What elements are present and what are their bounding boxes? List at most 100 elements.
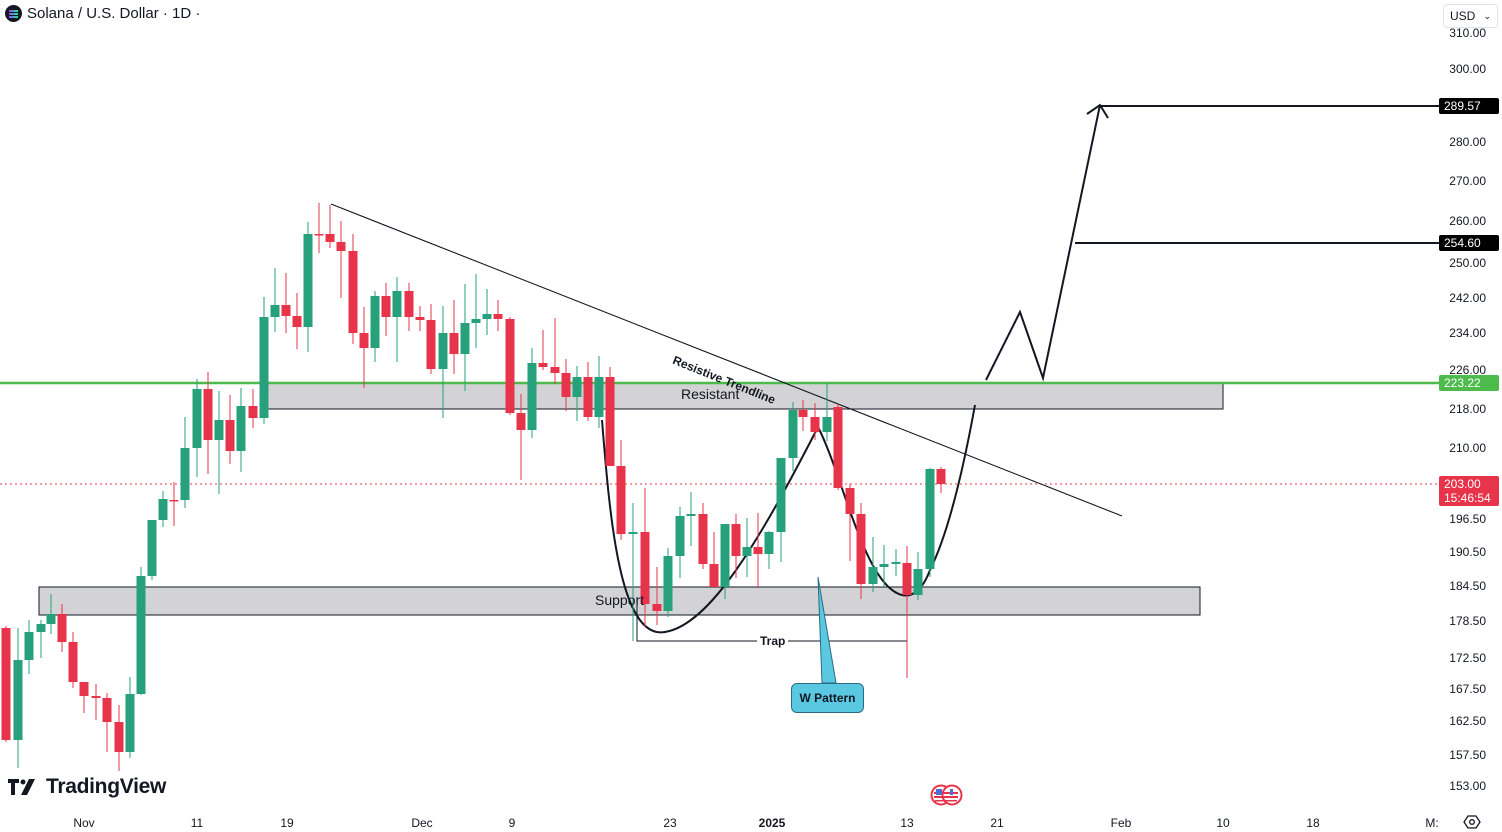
- candle: [891, 549, 901, 576]
- candle: [561, 359, 571, 411]
- candle: [102, 693, 112, 752]
- candle: [868, 537, 878, 592]
- candle: [57, 604, 67, 652]
- symbol-header[interactable]: Solana / U.S. Dollar · 1D ·: [5, 5, 200, 22]
- time-tick-label: M:: [1425, 816, 1439, 830]
- candle: [731, 514, 741, 578]
- w-pattern-callout[interactable]: W Pattern: [791, 683, 864, 713]
- tradingview-logo-text: TradingView: [46, 775, 167, 798]
- candle: [449, 300, 459, 374]
- economic-events-flags-icon[interactable]: [930, 784, 964, 806]
- price-tick-label: 218.00: [1449, 402, 1486, 416]
- candle: [788, 402, 798, 471]
- price-tick-label: 178.50: [1449, 614, 1486, 628]
- price-tick-label: 157.50: [1449, 748, 1486, 762]
- candle: [415, 306, 425, 331]
- current-price-value: 203.00: [1444, 477, 1481, 491]
- candle: [203, 372, 213, 474]
- price-tag: 223.22: [1439, 375, 1499, 391]
- time-tick-label: 21: [990, 816, 1004, 830]
- trap-label: Trap: [757, 634, 789, 648]
- price-tick-label: 242.00: [1449, 291, 1486, 305]
- candle: [605, 367, 615, 466]
- candle: [493, 300, 503, 331]
- price-tag: 254.60: [1439, 235, 1499, 251]
- candle: [259, 297, 269, 424]
- candle: [438, 306, 448, 418]
- price-tick-label: 172.50: [1449, 651, 1486, 665]
- candle: [936, 467, 946, 493]
- time-tick-label: 18: [1306, 816, 1320, 830]
- settings-gear-icon[interactable]: [1463, 813, 1481, 831]
- candle: [753, 513, 763, 587]
- price-tick-label: 300.00: [1449, 62, 1486, 76]
- candle: [538, 330, 548, 370]
- candle: [348, 234, 358, 344]
- candle: [292, 293, 302, 349]
- candle: [652, 567, 662, 625]
- candle: [845, 484, 855, 561]
- candle: [776, 458, 786, 562]
- candle: [426, 304, 436, 374]
- candle: [404, 283, 414, 331]
- currency-select[interactable]: USD ⌄: [1443, 4, 1498, 28]
- candle: [281, 273, 291, 333]
- candle: [236, 388, 246, 472]
- chevron-down-icon: ⌄: [1483, 10, 1491, 21]
- candle: [527, 348, 537, 438]
- candle: [482, 289, 492, 335]
- support-zone: [38, 586, 1201, 616]
- price-tick-label: 153.00: [1449, 779, 1486, 793]
- price-tag: 289.57: [1439, 98, 1499, 114]
- time-tick-label: 2025: [758, 816, 786, 830]
- candle: [225, 395, 235, 464]
- candle: [13, 628, 23, 768]
- candle: [698, 503, 708, 569]
- price-tick-label: 196.50: [1449, 512, 1486, 526]
- candle: [248, 389, 258, 428]
- tradingview-logo[interactable]: TradingView: [8, 775, 166, 799]
- price-tick-label: 210.00: [1449, 441, 1486, 455]
- trap-line: [636, 597, 907, 642]
- candle: [325, 205, 335, 248]
- solana-logo-icon: [5, 5, 22, 22]
- candle: [314, 203, 324, 253]
- time-tick-label: 23: [663, 816, 677, 830]
- time-tick-label: 11: [190, 816, 204, 830]
- current-price-tag: 203.00 15:46:54: [1439, 476, 1499, 506]
- time-tick-label: 13: [900, 816, 914, 830]
- bar-countdown: 15:46:54: [1444, 491, 1491, 505]
- candle: [764, 531, 774, 569]
- price-tick-label: 250.00: [1449, 256, 1486, 270]
- candle: [147, 520, 157, 580]
- candle: [709, 532, 719, 587]
- candle: [303, 222, 313, 352]
- price-tick-label: 260.00: [1449, 214, 1486, 228]
- symbol-title: Solana / U.S. Dollar · 1D ·: [27, 5, 201, 22]
- price-tick-label: 167.50: [1449, 682, 1486, 696]
- candle: [336, 221, 346, 298]
- candle: [381, 283, 391, 336]
- candle: [125, 677, 135, 758]
- candle: [24, 620, 34, 674]
- price-tick-label: 184.50: [1449, 579, 1486, 593]
- candle: [214, 391, 224, 494]
- candle: [583, 362, 593, 421]
- time-tick-label: Feb: [1110, 816, 1132, 830]
- candle: [114, 705, 124, 771]
- time-tick-label: Dec: [411, 816, 433, 830]
- price-tick-label: 270.00: [1449, 174, 1486, 188]
- candle: [370, 291, 380, 362]
- candle: [505, 317, 515, 415]
- support-zone-label: Support: [595, 592, 645, 608]
- price-tick-label: 310.00: [1449, 26, 1486, 40]
- candle: [46, 594, 56, 634]
- candle: [798, 400, 808, 431]
- resistance-zone: [264, 382, 1224, 410]
- price-tick-label: 162.50: [1449, 714, 1486, 728]
- price-tick-label: 190.50: [1449, 545, 1486, 559]
- candle: [192, 379, 202, 477]
- candle: [879, 545, 889, 588]
- candle: [36, 620, 46, 658]
